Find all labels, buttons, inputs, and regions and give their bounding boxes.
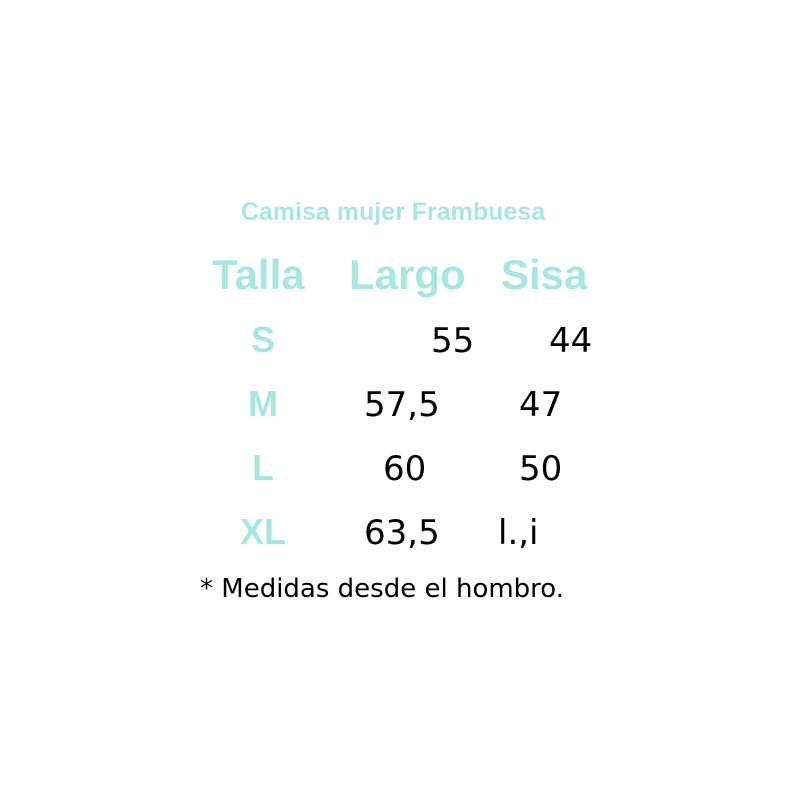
sisa-value: 47 <box>519 385 563 425</box>
header-talla: Talla <box>212 251 305 298</box>
sisa-value: l.,i <box>498 513 539 553</box>
size-label: S <box>250 319 275 360</box>
header-largo: Largo <box>349 251 466 298</box>
chart-title: Camisa mujer Frambuesa <box>240 198 546 226</box>
largo-value: 55 <box>431 321 475 361</box>
largo-value: 63,5 <box>364 513 440 553</box>
largo-value: 60 <box>383 449 427 489</box>
size-label: M <box>248 383 278 424</box>
header-sisa: Sisa <box>501 251 588 298</box>
size-label: L <box>252 447 274 488</box>
footnote: * Medidas desde el hombro. <box>200 574 565 604</box>
largo-value: 57,5 <box>364 385 440 425</box>
sisa-value: 50 <box>519 449 563 489</box>
sisa-value: 44 <box>549 321 593 361</box>
size-label: XL <box>239 511 286 552</box>
